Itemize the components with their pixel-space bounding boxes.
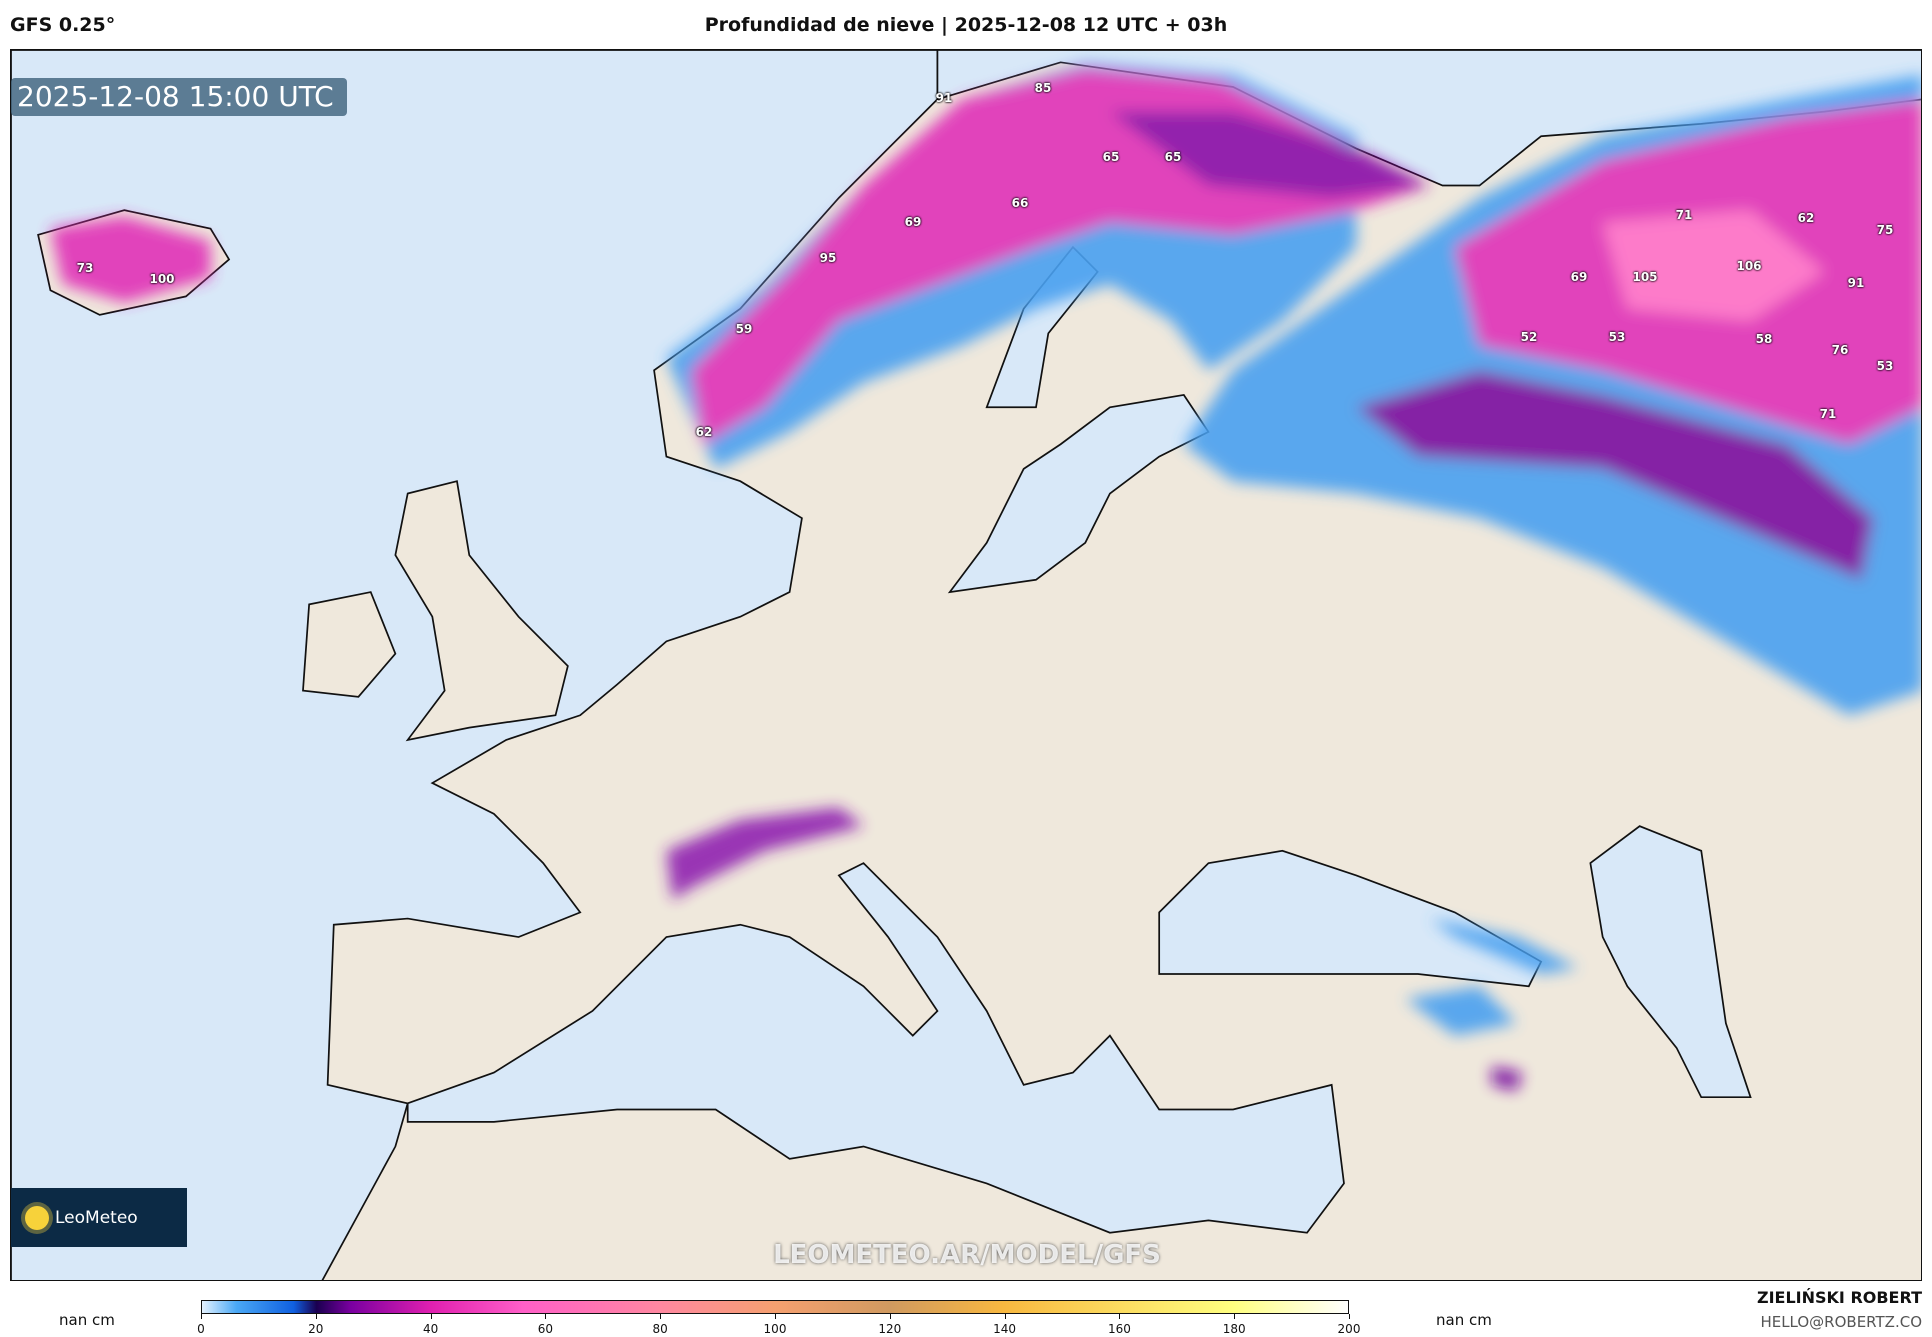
snow-depth-value: 62 xyxy=(1797,211,1815,225)
snow-depth-value: 73 xyxy=(76,261,94,275)
snow-depth-value: 76 xyxy=(1831,343,1849,357)
snow-depth-value: 66 xyxy=(1011,196,1029,210)
snow-depth-value: 106 xyxy=(1736,259,1762,273)
colorbar-tick-mark xyxy=(775,1314,776,1319)
snow-depth-value: 53 xyxy=(1608,330,1626,344)
colorbar-tick-mark xyxy=(889,1314,891,1319)
colorbar-tick-mark xyxy=(315,1314,317,1319)
snow-depth-value: 69 xyxy=(904,215,922,229)
snow-depth-value: 65 xyxy=(1102,150,1120,164)
mediterranean-sea xyxy=(406,862,1345,1234)
colorbar xyxy=(201,1300,1349,1314)
author-email: HELLO@ROBERTZ.CO xyxy=(1760,1313,1922,1331)
colorbar-tick-label: 60 xyxy=(537,1322,554,1336)
colorbar-tick-mark xyxy=(545,1314,547,1319)
author-credit: ZIELIŃSKI ROBERT xyxy=(1756,1288,1922,1307)
chart-title: Profundidad de nieve | 2025-12-08 12 UTC… xyxy=(704,14,1228,36)
colorbar-tick-label: 80 xyxy=(652,1322,668,1336)
watermark: LEOMETEO.AR/MODEL/GFS xyxy=(773,1240,1161,1270)
colorbar-tick-mark xyxy=(660,1314,662,1319)
snow-cover xyxy=(50,62,1921,1092)
colorbar-tick-label: 0 xyxy=(197,1322,205,1336)
colorbar-tick-label: 200 xyxy=(1337,1322,1361,1336)
logo-text: LeoMeteo xyxy=(55,1207,138,1228)
snow-depth-value: 62 xyxy=(695,425,713,439)
snow-depth-value: 65 xyxy=(1164,150,1182,164)
colorbar-tick-label: 140 xyxy=(993,1322,1017,1336)
snow-depth-value: 105 xyxy=(1632,270,1658,284)
colorbar-tick-label: 160 xyxy=(1107,1322,1131,1336)
ireland xyxy=(302,591,397,698)
colorbar-tick-label: 180 xyxy=(1222,1322,1246,1336)
valid-time-badge: 2025-12-08 15:00 UTC xyxy=(11,78,347,116)
colorbar-tick-label: 120 xyxy=(878,1322,902,1336)
arctic-ocean xyxy=(936,50,1921,187)
colorbar-tick-mark xyxy=(1349,1314,1350,1319)
colorbar-tick-label: 40 xyxy=(422,1322,439,1336)
snow-depth-value: 91 xyxy=(1847,276,1865,290)
colorbar-tick-label: 100 xyxy=(763,1322,787,1336)
snow-depth-value: 91 xyxy=(935,91,953,105)
caspian-sea xyxy=(1589,825,1752,1099)
colorbar-tick-mark xyxy=(1234,1314,1236,1319)
snow-depth-value: 95 xyxy=(819,251,837,265)
snow-depth-value: 85 xyxy=(1034,81,1052,95)
black-sea xyxy=(1158,849,1543,988)
model-name: GFS 0.25° xyxy=(10,14,116,36)
snow-depth-map: 91 85 65 65 66 69 95 59 62 73 100 71 62 75 69 105 106 91 5… xyxy=(10,49,1922,1281)
snow-depth-value: 75 xyxy=(1876,223,1894,237)
colorbar-tick-mark xyxy=(1004,1314,1006,1319)
nan-label-left: nan cm xyxy=(59,1311,115,1329)
nan-label-right: nan cm xyxy=(1436,1311,1492,1329)
snow-depth-value: 58 xyxy=(1755,332,1773,346)
snow-depth-value: 69 xyxy=(1570,270,1588,284)
colorbar-tick-mark xyxy=(1119,1314,1121,1319)
snow-depth-value: 71 xyxy=(1675,208,1693,222)
snow-depth-value: 59 xyxy=(735,322,753,336)
colorbar-tick-mark xyxy=(201,1314,202,1319)
snow-depth-value: 53 xyxy=(1876,359,1894,373)
sun-icon xyxy=(25,1205,49,1230)
snow-depth-value: 100 xyxy=(149,272,175,286)
snow-depth-value: 52 xyxy=(1520,330,1538,344)
colorbar-tick-mark xyxy=(430,1314,432,1319)
map-canvas xyxy=(11,50,1921,1280)
baltic-sea xyxy=(947,394,1210,594)
colorbar-tick-label: 20 xyxy=(308,1322,324,1336)
snow-depth-value: 71 xyxy=(1819,407,1837,421)
leometeo-logo: LeoMeteo xyxy=(11,1188,187,1247)
great-britain xyxy=(394,480,569,742)
